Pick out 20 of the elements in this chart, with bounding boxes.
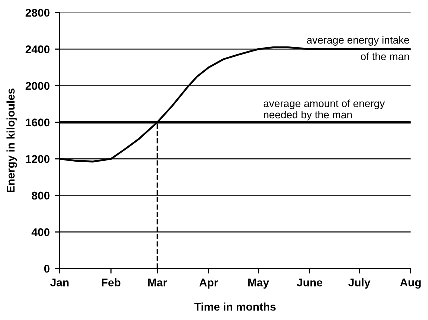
y-tick-label: 0 xyxy=(44,265,50,273)
y-tick-label: 2800 xyxy=(26,9,50,17)
x-tick-label: Apr xyxy=(200,278,218,289)
x-tick-label: Feb xyxy=(102,278,121,287)
x-tick-label: Jan xyxy=(50,278,69,287)
y-tick-label: 800 xyxy=(32,192,50,200)
x-tick-label: Aug xyxy=(400,278,421,289)
series-label: average energy intake of the man xyxy=(307,36,410,60)
y-tick-label: 2400 xyxy=(26,46,50,54)
x-tick-label: May xyxy=(248,278,270,289)
y-tick-label: 1600 xyxy=(26,118,50,127)
ref-line-label: average amount of energy needed by the man xyxy=(264,100,386,121)
y-tick-label: 1200 xyxy=(26,155,50,164)
y-tick-label: 400 xyxy=(32,228,50,236)
y-tick-label: 2000 xyxy=(26,82,50,90)
x-tick-label: Mar xyxy=(148,278,168,287)
x-axis-title: Time in months xyxy=(194,302,276,311)
x-tick-label: July xyxy=(348,278,371,289)
y-axis-title: Energy in kilojoules xyxy=(6,88,18,193)
x-tick-label: June xyxy=(297,278,322,287)
